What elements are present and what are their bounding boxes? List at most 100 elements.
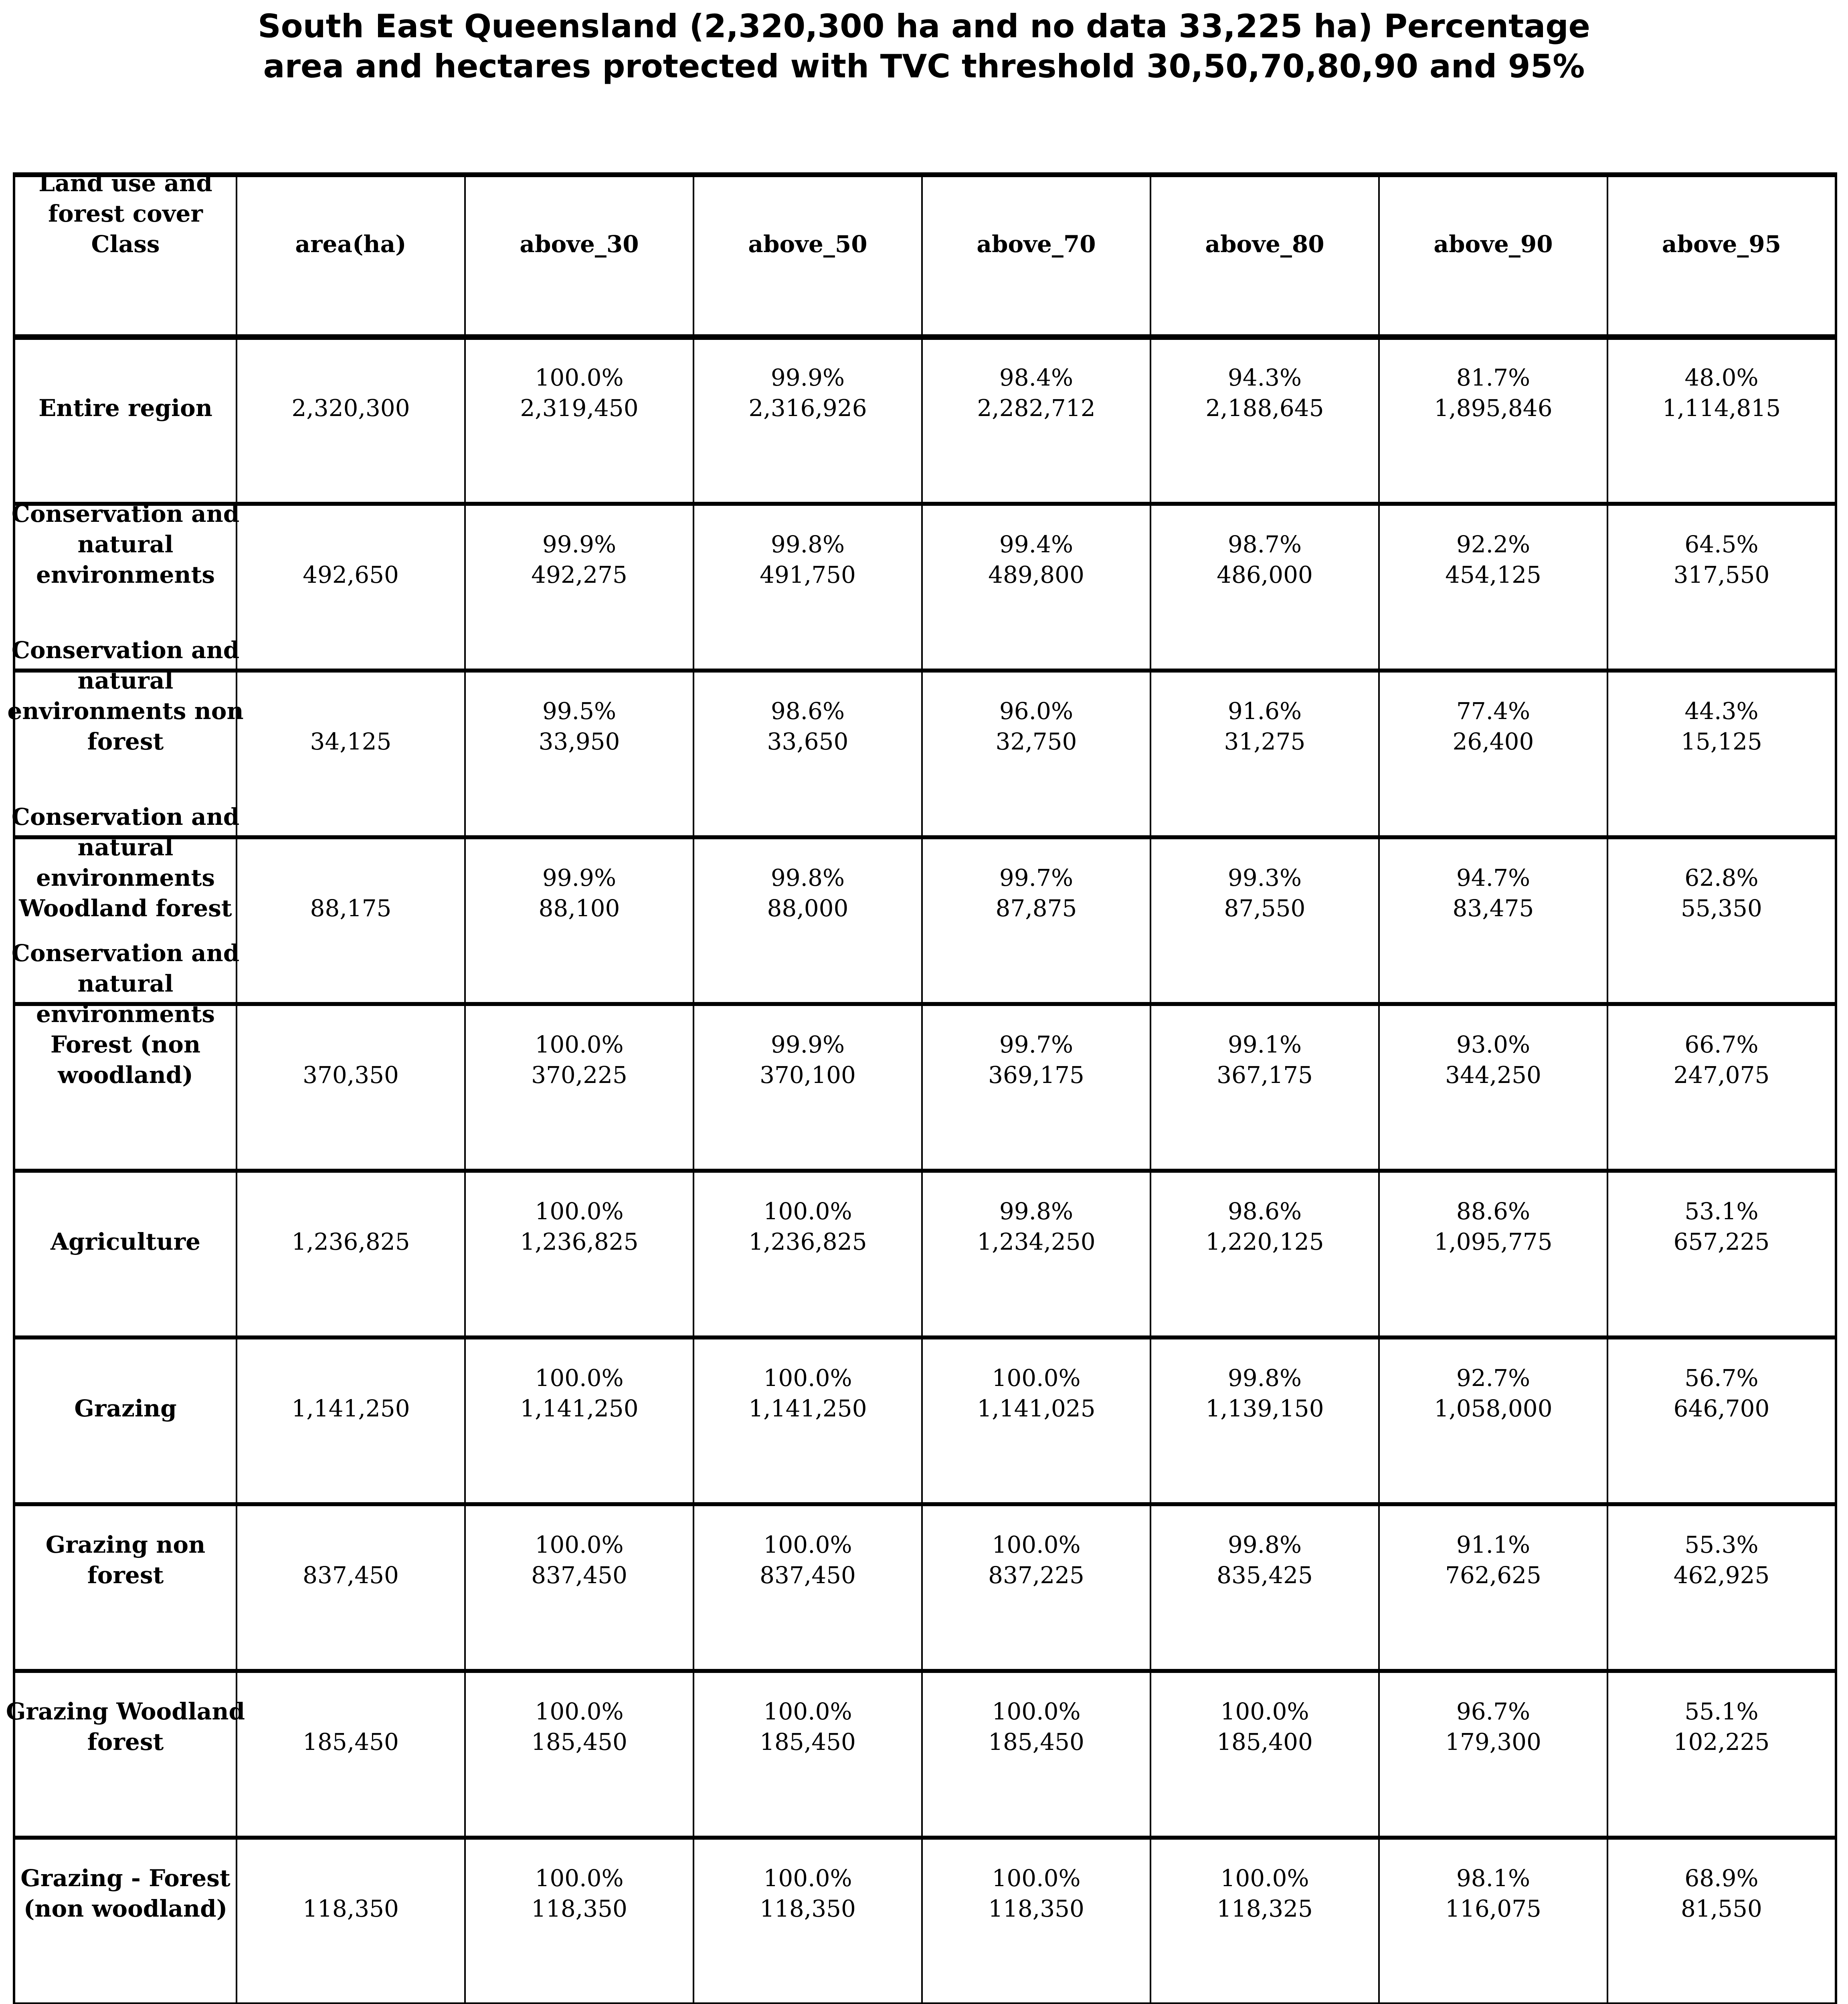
table-row: Conservation and natural environments no… (7, 636, 1837, 839)
row-label: Grazing (13, 1335, 237, 1506)
value-cell: 100.0% 185,450 (921, 1669, 1151, 1840)
value-cell: 99.4% 489,800 (921, 502, 1151, 673)
value-cell: 99.7% 369,175 (921, 1002, 1151, 1173)
value-cell: 62.8% 55,350 (1607, 835, 1837, 1006)
value-cell: 94.7% 83,475 (1378, 835, 1608, 1006)
value-cell: 99.9% 370,100 (693, 1002, 923, 1173)
area-cell: 492,650 (236, 502, 466, 673)
value-cell: 53.1% 657,225 (1607, 1169, 1837, 1339)
value-cell: 98.7% 486,000 (1150, 502, 1380, 673)
value-cell: 99.9% 2,316,926 (693, 335, 923, 506)
value-cell: 99.8% 1,234,250 (921, 1169, 1151, 1339)
value-cell: 100.0% 1,141,025 (921, 1335, 1151, 1506)
value-cell: 98.6% 33,650 (693, 669, 923, 839)
value-cell: 100.0% 118,350 (693, 1836, 923, 2004)
value-cell: 48.0% 1,114,815 (1607, 335, 1837, 506)
value-cell: 100.0% 185,450 (693, 1669, 923, 1840)
row-label: Entire region (13, 335, 237, 506)
value-cell: 100.0% 118,350 (921, 1836, 1151, 2004)
value-cell: 100.0% 1,141,250 (693, 1335, 923, 1506)
row-label: Conservation and natural environments no… (7, 636, 244, 839)
value-cell: 99.8% 835,425 (1150, 1502, 1380, 1673)
table-row: Agriculture 1,236,825 100.0% 1,236,825 1… (13, 1169, 1837, 1339)
area-cell: 370,350 (236, 1002, 466, 1173)
row-label: Grazing - Forest (non woodland) (13, 1836, 237, 2004)
value-cell: 77.4% 26,400 (1378, 669, 1608, 839)
value-cell: 99.8% 1,139,150 (1150, 1335, 1380, 1506)
value-cell: 99.5% 33,950 (464, 669, 694, 839)
table-row: Grazing - Forest (non woodland) 118,350 … (13, 1836, 1837, 2004)
area-cell: 118,350 (236, 1836, 466, 2004)
area-cell: 34,125 (236, 669, 466, 839)
table-body: Entire region 2,320,300 100.0% 2,319,450… (6, 335, 1837, 2004)
row-label: Conservation and natural environments (12, 500, 239, 673)
value-cell: 66.7% 247,075 (1607, 1002, 1837, 1173)
value-cell: 99.1% 367,175 (1150, 1002, 1380, 1173)
value-cell: 81.7% 1,895,846 (1378, 335, 1608, 506)
value-cell: 100.0% 837,450 (464, 1502, 694, 1673)
table-row: Entire region 2,320,300 100.0% 2,319,450… (13, 335, 1837, 506)
value-cell: 100.0% 118,350 (464, 1836, 694, 2004)
value-cell: 98.4% 2,282,712 (921, 335, 1151, 506)
value-cell: 64.5% 317,550 (1607, 502, 1837, 673)
value-cell: 44.3% 15,125 (1607, 669, 1837, 839)
value-cell: 100.0% 185,400 (1150, 1669, 1380, 1840)
value-cell: 100.0% 2,319,450 (464, 335, 694, 506)
area-cell: 1,141,250 (236, 1335, 466, 1506)
value-cell: 92.7% 1,058,000 (1378, 1335, 1608, 1506)
row-label: Conservation and natural environments Wo… (12, 803, 239, 1006)
area-cell: 1,236,825 (236, 1169, 466, 1339)
value-cell: 99.9% 492,275 (464, 502, 694, 673)
data-table: Land use and forest cover Class area(ha)… (6, 170, 1837, 2004)
table-header: Land use and forest cover Class area(ha)… (13, 170, 1837, 340)
header-cell-above70: above_70 (921, 173, 1151, 340)
row-label: Agriculture (13, 1169, 237, 1339)
value-cell: 100.0% 1,141,250 (464, 1335, 694, 1506)
table-row: Conservation and natural environments Wo… (12, 803, 1837, 1006)
value-cell: 100.0% 1,236,825 (693, 1169, 923, 1339)
area-cell: 837,450 (236, 1502, 466, 1673)
header-cell-above80: above_80 (1150, 173, 1380, 340)
value-cell: 100.0% 185,450 (464, 1669, 694, 1840)
value-cell: 100.0% 370,225 (464, 1002, 694, 1173)
value-cell: 99.9% 88,100 (464, 835, 694, 1006)
value-cell: 100.0% 837,225 (921, 1502, 1151, 1673)
value-cell: 91.6% 31,275 (1150, 669, 1380, 839)
row-label: Conservation and natural environments Fo… (12, 939, 239, 1173)
table-row: Grazing non forest 837,450 100.0% 837,45… (13, 1502, 1837, 1673)
area-cell: 185,450 (236, 1669, 466, 1840)
value-cell: 100.0% 118,325 (1150, 1836, 1380, 2004)
area-cell: 88,175 (236, 835, 466, 1006)
value-cell: 93.0% 344,250 (1378, 1002, 1608, 1173)
header-cell-above90: above_90 (1378, 173, 1608, 340)
value-cell: 99.3% 87,550 (1150, 835, 1380, 1006)
value-cell: 68.9% 81,550 (1607, 1836, 1837, 2004)
row-label: Grazing non forest (13, 1502, 237, 1673)
value-cell: 99.8% 491,750 (693, 502, 923, 673)
table-row: Grazing Woodland forest 185,450 100.0% 1… (6, 1669, 1837, 1840)
value-cell: 100.0% 1,236,825 (464, 1169, 694, 1339)
value-cell: 92.2% 454,125 (1378, 502, 1608, 673)
header-cell-above30: above_30 (464, 173, 694, 340)
value-cell: 56.7% 646,700 (1607, 1335, 1837, 1506)
page-title: South East Queensland (2,320,300 ha and … (258, 8, 1590, 85)
value-cell: 98.6% 1,220,125 (1150, 1169, 1380, 1339)
value-cell: 99.8% 88,000 (693, 835, 923, 1006)
value-cell: 94.3% 2,188,645 (1150, 335, 1380, 506)
header-cell-class: Land use and forest cover Class (13, 170, 237, 340)
table-row: Conservation and natural environments 49… (12, 500, 1837, 673)
value-cell: 55.1% 102,225 (1607, 1669, 1837, 1840)
header-cell-area: area(ha) (236, 173, 466, 340)
value-cell: 91.1% 762,625 (1378, 1502, 1608, 1673)
header-row: Land use and forest cover Class area(ha)… (13, 170, 1837, 340)
table-row: Conservation and natural environments Fo… (12, 939, 1837, 1173)
row-label: Grazing Woodland forest (6, 1669, 245, 1840)
table-row: Grazing 1,141,250 100.0% 1,141,250 100.0… (13, 1335, 1837, 1506)
header-cell-above50: above_50 (693, 173, 923, 340)
value-cell: 98.1% 116,075 (1378, 1836, 1608, 2004)
value-cell: 99.7% 87,875 (921, 835, 1151, 1006)
value-cell: 96.0% 32,750 (921, 669, 1151, 839)
value-cell: 100.0% 837,450 (693, 1502, 923, 1673)
value-cell: 96.7% 179,300 (1378, 1669, 1608, 1840)
